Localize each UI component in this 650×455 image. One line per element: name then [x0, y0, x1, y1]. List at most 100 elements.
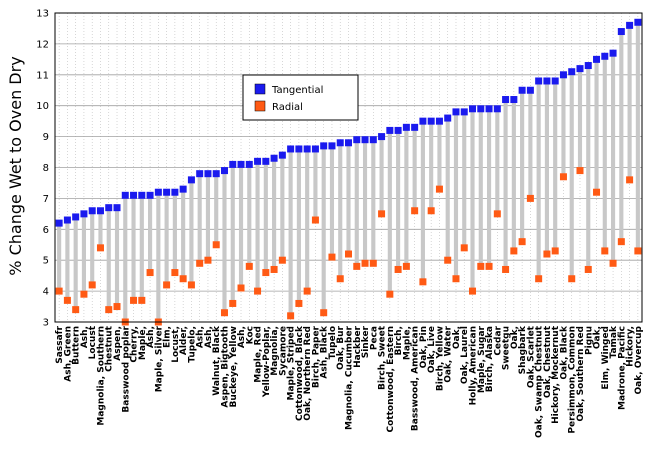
range-bar: [57, 223, 62, 292]
radial-point: [568, 275, 576, 283]
radial-point: [320, 309, 328, 317]
range-bar: [98, 210, 103, 248]
x-category-label: Birch, Paper: [311, 325, 321, 388]
x-category-label: Oak,: [452, 326, 462, 349]
tangential-point: [245, 160, 253, 168]
x-category-label: Sinker: [361, 325, 371, 358]
x-category-label: Maple, Silver: [154, 325, 164, 392]
tangential-point: [336, 139, 344, 147]
x-category-label: Ash,: [146, 326, 156, 348]
radial-point: [394, 265, 402, 273]
tangential-point: [80, 210, 88, 218]
tangential-point: [559, 71, 567, 79]
radial-point: [378, 210, 386, 218]
radial-point: [411, 207, 419, 215]
tangential-point: [593, 55, 601, 63]
radial-point: [88, 281, 96, 289]
radial-point: [196, 259, 204, 267]
x-category-label: Chestnut: [105, 325, 115, 372]
radial-point: [477, 262, 485, 270]
range-bar: [387, 130, 392, 295]
x-category-label: Sycamore: [278, 326, 288, 376]
range-bar: [280, 155, 285, 261]
x-category-label: Basswood poplar: [121, 325, 131, 412]
x-category-label: Oak, Live: [427, 326, 437, 373]
radial-point: [270, 265, 278, 273]
range-bar: [470, 108, 475, 292]
tangential-point: [287, 145, 295, 153]
radial-point: [212, 241, 220, 249]
tangential-point: [295, 145, 303, 153]
tangential-point: [130, 191, 138, 199]
x-category-label: Koc: [245, 326, 255, 344]
range-bar: [528, 90, 533, 199]
range-bar: [321, 145, 326, 313]
x-category-label: Cottonwood, Eastern: [386, 326, 396, 433]
y-tick-label: 10: [36, 101, 49, 112]
range-bar: [495, 108, 500, 214]
x-category-label: Locust,: [171, 326, 181, 363]
radial-point: [130, 296, 138, 304]
range-bar: [627, 25, 632, 180]
range-bar: [486, 108, 492, 267]
tangential-point: [254, 157, 262, 165]
range-bar: [610, 53, 616, 264]
x-category-label: Magnolia, Cucumber: [345, 325, 355, 430]
range-bar: [586, 65, 591, 270]
range-bar: [288, 148, 293, 316]
range-bar: [536, 80, 541, 279]
range-bar: [429, 121, 434, 211]
x-category-label: Hickory, Mockernut: [551, 325, 561, 424]
radial-point: [295, 299, 303, 307]
radial-point: [303, 287, 311, 295]
x-category-label: Holly, American: [469, 326, 479, 405]
radial-point: [617, 238, 625, 246]
tangential-point: [138, 191, 146, 199]
range-bar: [263, 161, 268, 273]
x-category-label: Oak, Laurel: [460, 326, 470, 384]
x-category-label: Oak, Scarlet: [526, 325, 536, 388]
radial-point: [452, 275, 460, 283]
x-category-label: Aspen, Bigtooth: [220, 326, 230, 408]
range-bar: [511, 99, 516, 251]
range-bar: [181, 189, 186, 279]
tangential-point: [105, 204, 113, 212]
tangential-point: [229, 160, 237, 168]
tangential-point: [510, 96, 518, 104]
radial-point: [55, 287, 63, 295]
tangential-point: [444, 114, 452, 122]
range-bar: [272, 158, 277, 270]
tangential-point: [543, 77, 551, 85]
range-bar: [602, 56, 607, 251]
tangential-point: [411, 123, 419, 131]
radial-point: [179, 275, 187, 283]
radial-point: [435, 185, 443, 193]
range-bar: [123, 195, 128, 322]
radial-point: [105, 306, 113, 314]
range-bar: [230, 164, 235, 304]
range-bar: [255, 161, 260, 292]
tangential-point: [196, 170, 204, 178]
x-category-label: Maple,: [402, 326, 412, 360]
range-bar: [569, 71, 574, 279]
tangential-point: [328, 142, 336, 150]
legend-swatch-radial: [254, 100, 266, 112]
x-category-label: Persimmon, Common: [568, 326, 578, 434]
x-category-label: Pignu: [584, 326, 594, 355]
x-category-label: Elm, Winged: [601, 326, 611, 390]
y-tick-label: 6: [43, 225, 49, 236]
radial-point: [444, 256, 452, 264]
x-category-label: Aspen,: [113, 326, 123, 361]
radial-point: [460, 244, 468, 252]
tangential-point: [121, 191, 129, 199]
radial-point: [72, 306, 80, 314]
range-bar: [396, 130, 401, 270]
radial-point: [543, 250, 551, 258]
radial-point: [204, 256, 212, 264]
x-category-label: Maple, Sugar: [477, 325, 487, 393]
range-bar: [73, 216, 78, 310]
y-tick-label: 12: [36, 39, 49, 50]
tangential-point: [72, 213, 80, 221]
x-category-label: Oak, Black: [559, 325, 569, 380]
